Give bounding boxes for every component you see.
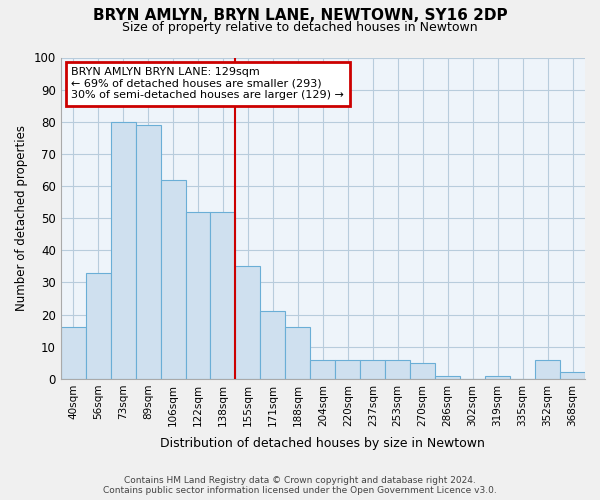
Bar [435, 376, 460, 379]
Text: Contains HM Land Registry data © Crown copyright and database right 2024.
Contai: Contains HM Land Registry data © Crown c… [103, 476, 497, 495]
Bar [360, 360, 385, 379]
Bar [185, 212, 211, 379]
Bar [310, 360, 335, 379]
Bar [161, 180, 185, 379]
Bar [86, 273, 110, 379]
Bar [485, 376, 510, 379]
Bar [335, 360, 360, 379]
Y-axis label: Number of detached properties: Number of detached properties [15, 125, 28, 311]
Bar [235, 266, 260, 379]
Bar [61, 328, 86, 379]
Text: BRYN AMLYN BRYN LANE: 129sqm
← 69% of detached houses are smaller (293)
30% of s: BRYN AMLYN BRYN LANE: 129sqm ← 69% of de… [71, 67, 344, 100]
Bar [260, 312, 286, 379]
Bar [110, 122, 136, 379]
Bar [535, 360, 560, 379]
Bar [136, 125, 161, 379]
Text: Size of property relative to detached houses in Newtown: Size of property relative to detached ho… [122, 21, 478, 34]
Text: BRYN AMLYN, BRYN LANE, NEWTOWN, SY16 2DP: BRYN AMLYN, BRYN LANE, NEWTOWN, SY16 2DP [92, 8, 508, 22]
X-axis label: Distribution of detached houses by size in Newtown: Distribution of detached houses by size … [160, 437, 485, 450]
Bar [286, 328, 310, 379]
Bar [410, 363, 435, 379]
Bar [211, 212, 235, 379]
Bar [385, 360, 410, 379]
Bar [560, 372, 585, 379]
